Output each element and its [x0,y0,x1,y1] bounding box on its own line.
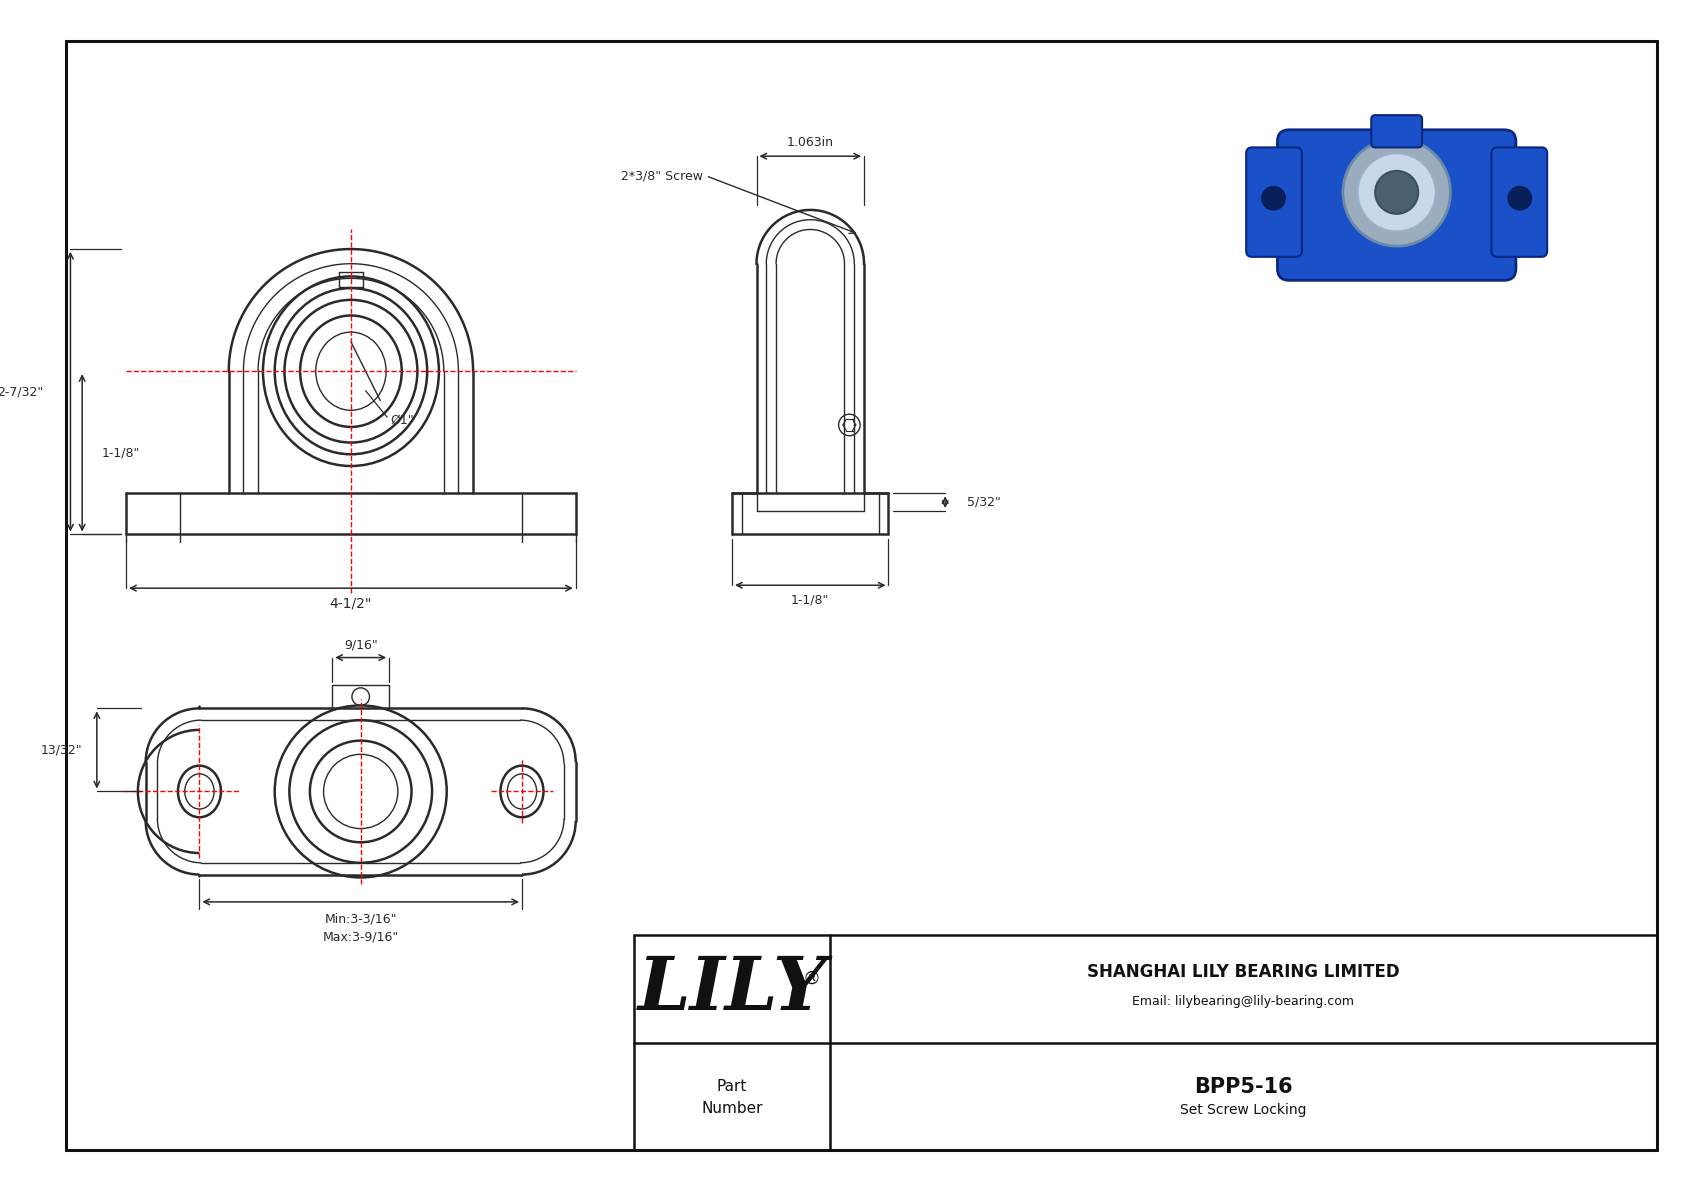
Text: Max:3-9/16": Max:3-9/16" [323,930,399,943]
Text: 2-7/32": 2-7/32" [0,385,44,398]
Circle shape [1342,138,1450,247]
Text: 1-1/8": 1-1/8" [791,593,830,606]
Text: 4-1/2": 4-1/2" [330,597,372,611]
FancyBboxPatch shape [1246,148,1302,257]
Text: BPP5-16: BPP5-16 [1194,1077,1293,1097]
Circle shape [1261,187,1285,210]
Circle shape [1376,170,1418,214]
Text: Min:3-3/16": Min:3-3/16" [325,912,397,925]
Circle shape [1509,187,1531,210]
Text: SHANGHAI LILY BEARING LIMITED: SHANGHAI LILY BEARING LIMITED [1086,964,1399,981]
Text: Set Screw Locking: Set Screw Locking [1180,1103,1307,1117]
Text: LILY: LILY [638,953,827,1025]
FancyBboxPatch shape [1278,130,1516,280]
Text: Part: Part [717,1079,748,1095]
Text: Ø1": Ø1" [391,413,414,426]
Text: Email: lilybearing@lily-bearing.com: Email: lilybearing@lily-bearing.com [1132,994,1354,1008]
Text: ®: ® [803,969,820,987]
Text: Number: Number [701,1100,763,1116]
Text: 5/32": 5/32" [967,495,1000,509]
Text: 9/16": 9/16" [344,638,377,651]
Text: 13/32": 13/32" [40,743,83,756]
Text: 1.063in: 1.063in [786,136,834,149]
Circle shape [1357,154,1436,231]
FancyBboxPatch shape [1492,148,1548,257]
Text: 2*3/8" Screw: 2*3/8" Screw [621,169,702,182]
FancyBboxPatch shape [1371,116,1421,148]
Text: 1-1/8": 1-1/8" [101,447,140,460]
